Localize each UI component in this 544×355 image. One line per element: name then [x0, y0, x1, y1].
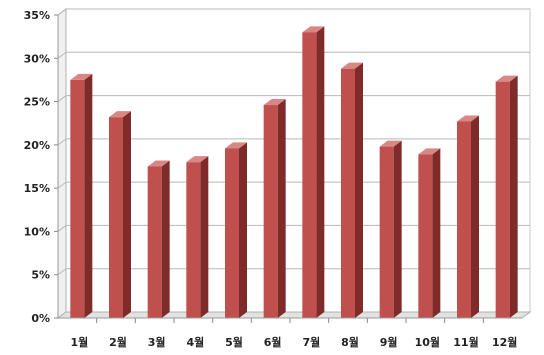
y-tick-label: 10% [24, 225, 50, 238]
bar-top [302, 26, 325, 33]
y-tick-label: 0% [31, 312, 50, 325]
x-tick-label: 5월 [225, 335, 243, 349]
gridline-depth [57, 8, 67, 16]
x-tick-label: 6월 [264, 335, 282, 349]
bar-top [379, 140, 402, 147]
gridline-depth [57, 181, 67, 189]
bar [418, 148, 441, 318]
bar-front [457, 121, 471, 319]
x-tick-label: 11월 [453, 335, 478, 349]
bar [109, 111, 131, 318]
gridline-depth [57, 95, 67, 102]
x-tick-label: 9월 [380, 335, 398, 349]
bar-front [147, 166, 162, 318]
gridline-depth [57, 268, 67, 276]
x-tick-label: 1월 [70, 335, 88, 349]
bar-side [432, 148, 441, 318]
bar [263, 99, 286, 318]
bar [186, 156, 209, 318]
gridline-depth [57, 138, 67, 146]
bar-side [84, 73, 93, 318]
gridline-depth [57, 225, 67, 232]
bar-top [70, 73, 93, 80]
bar-top [225, 142, 247, 149]
bar [147, 160, 170, 318]
bar-front [302, 32, 317, 319]
x-axis: 1월 2월 3월 4월 5월 6월 7월 8월 9월 10월 11월 12월 [58, 317, 522, 349]
bar [495, 75, 518, 318]
x-tick-label: 8월 [341, 335, 359, 349]
bar-top [186, 156, 209, 163]
bar [457, 115, 479, 319]
bar-front [263, 105, 278, 318]
bar-side [200, 156, 209, 318]
y-tick-label: 15% [24, 182, 50, 195]
bar-side [316, 26, 325, 319]
bar-side [123, 111, 131, 318]
bar-front [225, 148, 239, 318]
back-wall [65, 8, 531, 313]
bar-front [418, 154, 433, 318]
bar-side [393, 140, 402, 318]
y-axis: 0% 5% 10% 15% 20% 25% 30% 35% [24, 9, 59, 325]
bar-front [341, 68, 355, 318]
bar [379, 140, 402, 318]
gridline-depth [57, 51, 67, 59]
bar-side [355, 62, 363, 318]
x-tick-label: 12월 [492, 335, 517, 349]
bar [70, 73, 93, 318]
bar-top [418, 148, 441, 155]
bar-top [341, 62, 363, 69]
y-tick-label: 30% [24, 52, 50, 65]
bar-side [161, 160, 170, 318]
bar [302, 26, 325, 319]
bar-front [109, 117, 123, 318]
bar-front [70, 79, 85, 318]
bar-front [379, 146, 394, 318]
bar-side [239, 142, 247, 318]
bar-top [263, 99, 286, 106]
bar-top [495, 75, 518, 82]
x-tick-label: 4월 [186, 335, 204, 349]
gridlines [57, 8, 530, 276]
bar-front [186, 162, 201, 318]
y-tick-label: 5% [31, 269, 50, 282]
bar-top [147, 160, 170, 167]
y-tick-label: 20% [24, 139, 50, 152]
x-tick-label: 2월 [109, 335, 127, 349]
bar-side [471, 115, 479, 319]
x-tick-label: 3월 [148, 335, 166, 349]
bar-top [457, 115, 479, 122]
x-tick-label: 10월 [415, 335, 440, 349]
x-tick-label: 7월 [302, 335, 320, 349]
bar-front [495, 81, 510, 318]
bar-side [509, 75, 518, 318]
y-tick-label: 35% [24, 9, 50, 22]
chart-walls [56, 8, 532, 319]
bar [341, 62, 363, 318]
bar-top [109, 111, 131, 118]
bars [70, 26, 518, 319]
bar-side [277, 99, 286, 318]
bar [225, 142, 247, 318]
y-tick-label: 25% [24, 96, 50, 109]
